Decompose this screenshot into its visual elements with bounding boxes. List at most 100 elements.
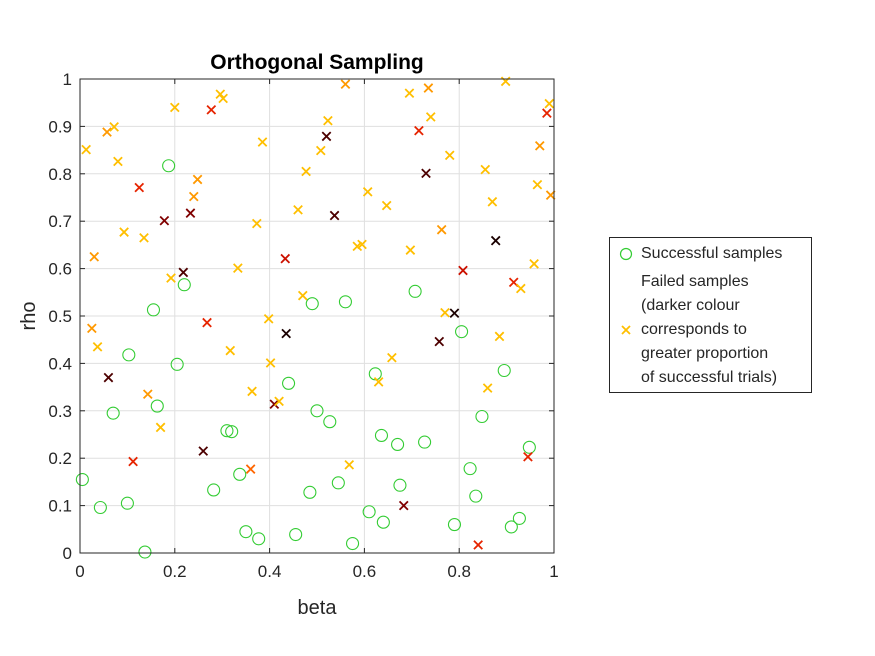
success-point [225, 425, 239, 439]
failed-point [198, 446, 209, 456]
success-point [455, 325, 469, 339]
success-point [239, 525, 253, 539]
failed-point [119, 227, 129, 237]
failed-point [166, 273, 176, 283]
legend: Successful samples Failed samples (darke… [609, 237, 812, 393]
failed-point [281, 328, 292, 339]
failed-point [155, 422, 166, 433]
y-tick-label: 0.3 [48, 402, 72, 421]
x-tick-label: 0.6 [353, 562, 377, 581]
failed-point [169, 102, 180, 113]
success-point [162, 159, 176, 173]
success-point [207, 483, 221, 497]
failed-point [269, 399, 280, 410]
success-point [75, 472, 89, 487]
y-tick-label: 0.8 [48, 165, 72, 184]
failed-point [103, 372, 114, 383]
success-point [323, 415, 337, 429]
failed-point [405, 245, 416, 255]
success-point [138, 545, 152, 559]
x-tick-label: 0.4 [258, 562, 282, 581]
success-point [362, 505, 376, 519]
failed-point [444, 150, 455, 161]
x-tick-label: 0.2 [163, 562, 187, 581]
failed-point [251, 218, 262, 229]
failed-point [89, 251, 100, 262]
success-point [345, 536, 360, 551]
failed-point [329, 210, 340, 221]
failed-point [102, 127, 112, 137]
y-axis-label: rho [18, 302, 40, 331]
failed-point [192, 174, 203, 185]
success-point [376, 515, 390, 529]
failed-point [340, 79, 351, 90]
x-tick-label: 1 [549, 562, 558, 581]
failed-point [92, 341, 103, 352]
cross-marker-icon [621, 325, 631, 335]
failed-point [113, 156, 123, 167]
failed-point [423, 83, 434, 93]
y-tick-label: 0.5 [48, 307, 72, 326]
x-axis-label: beta [298, 597, 338, 619]
failed-point [482, 383, 493, 393]
failed-point [473, 540, 483, 550]
y-tick-label: 0.1 [48, 497, 72, 516]
success-point [522, 440, 536, 454]
failed-point [128, 456, 138, 467]
y-tick-label: 1 [63, 70, 72, 89]
failed-point [81, 144, 91, 155]
y-tick-label: 0 [63, 544, 72, 563]
failed-point [434, 336, 445, 347]
success-point [418, 435, 432, 449]
failed-point [185, 208, 196, 218]
failed-point [344, 459, 355, 470]
failed-point [134, 182, 145, 193]
data-marks [75, 76, 556, 559]
failed-point [265, 358, 276, 368]
failed-point [545, 190, 556, 200]
failed-point [247, 386, 257, 397]
axis-ticks: 0 0.2 0.4 0.6 0.8 1 0 0.1 0.2 0.3 0.4 0.5 0.6 0.7 0.8 0… [48, 70, 558, 581]
success-point [305, 297, 319, 311]
success-point [220, 424, 234, 438]
failed-point [515, 283, 526, 294]
y-tick-label: 0.9 [48, 117, 72, 136]
failed-point [544, 98, 555, 109]
success-point [282, 376, 296, 390]
failed-point [188, 191, 199, 202]
failed-point [398, 500, 409, 511]
failed-point [425, 112, 436, 122]
failed-point [206, 104, 217, 115]
success-point [504, 520, 518, 534]
failed-point [490, 235, 501, 246]
failed-point [218, 93, 228, 104]
y-tick-label: 0.4 [48, 354, 72, 373]
legend-label-failed: Failed samples (darker colour correspond… [641, 273, 778, 386]
circle-marker-icon [619, 247, 633, 261]
success-point [303, 485, 317, 499]
y-tick-label: 0.7 [48, 212, 72, 231]
failed-point [436, 224, 447, 235]
legend-label-success: Successful samples [641, 245, 783, 262]
success-point [338, 295, 352, 309]
x-tick-label: 0 [75, 562, 84, 581]
failed-point [373, 377, 384, 387]
success-point [106, 406, 120, 420]
success-point [252, 532, 266, 546]
failed-point [480, 164, 491, 175]
success-point [310, 404, 324, 418]
success-point [93, 500, 107, 515]
failed-point [202, 317, 212, 328]
failed-point [109, 122, 119, 132]
failed-point [297, 290, 308, 301]
failed-point [414, 125, 424, 136]
grid-lines [79, 78, 555, 554]
success-point [447, 518, 462, 532]
failed-point [532, 179, 543, 190]
failed-point [449, 308, 460, 318]
failed-point [225, 345, 236, 356]
success-point [289, 527, 303, 542]
success-point [233, 467, 247, 481]
failed-point [357, 239, 367, 250]
